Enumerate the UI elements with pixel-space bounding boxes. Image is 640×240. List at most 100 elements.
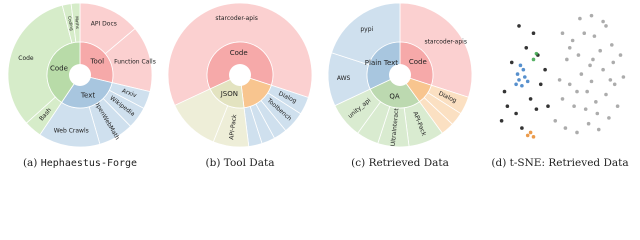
point — [583, 107, 588, 111]
point — [607, 116, 611, 120]
point — [523, 75, 527, 79]
caption-label: (a) — [23, 157, 37, 169]
caption-text: Retrieved Data — [369, 157, 449, 169]
point — [557, 78, 562, 82]
outer-label: API-Pack — [228, 113, 238, 140]
center-hole — [69, 64, 91, 86]
point — [505, 104, 510, 108]
point — [520, 126, 524, 130]
outer-label: Maths — [74, 16, 80, 29]
inner-label: Code — [230, 49, 248, 57]
caption-label: (d) — [491, 157, 506, 169]
inner-segment — [61, 74, 113, 109]
point — [560, 31, 565, 35]
point — [589, 79, 594, 84]
point — [553, 119, 558, 123]
point — [608, 78, 613, 82]
point — [582, 31, 587, 35]
point — [576, 53, 581, 57]
point — [524, 46, 529, 50]
point — [531, 31, 536, 35]
point — [601, 19, 605, 24]
point — [525, 79, 530, 84]
point — [570, 38, 575, 43]
inner-label: Code — [409, 58, 427, 66]
caption-text: t-SNE: Retrieved Data — [510, 157, 629, 169]
point — [560, 97, 565, 101]
point — [517, 78, 521, 82]
point — [514, 82, 518, 87]
point — [618, 53, 623, 57]
point — [594, 100, 598, 104]
caption-text: Tool Data — [224, 157, 275, 169]
outer-label: UltraInteract — [390, 107, 401, 146]
point — [604, 92, 608, 97]
point — [596, 127, 601, 132]
point — [546, 104, 550, 108]
point — [611, 60, 616, 65]
point — [534, 51, 539, 56]
point — [604, 24, 608, 28]
point — [525, 133, 530, 138]
outer-label: Coding — [67, 16, 75, 32]
point — [621, 75, 626, 79]
point — [572, 104, 576, 108]
outer-label: Web Crawls — [54, 127, 89, 134]
point — [579, 72, 584, 76]
point — [575, 130, 579, 135]
point — [610, 43, 614, 47]
inner-label: Code — [50, 65, 68, 73]
point — [528, 130, 533, 135]
point — [567, 82, 572, 87]
point — [612, 82, 617, 87]
caption: (a) Hephaestus-Forge — [23, 157, 137, 169]
point — [586, 121, 591, 126]
point — [567, 46, 572, 50]
caption-text: Hephaestus-Forge — [41, 158, 137, 169]
caption: (c) Retrieved Data — [351, 157, 449, 169]
outer-label: starcoder-apis — [215, 15, 258, 22]
inner-label: Plain Text — [365, 59, 398, 67]
point — [502, 89, 507, 94]
point — [563, 126, 568, 130]
point — [598, 48, 602, 53]
center-hole — [389, 64, 411, 86]
point — [528, 97, 533, 101]
outer-label: API Docs — [91, 20, 117, 27]
point — [534, 107, 539, 111]
point — [514, 111, 518, 116]
point — [518, 63, 523, 68]
inner-segment — [46, 41, 81, 103]
point — [515, 72, 520, 76]
point — [578, 16, 582, 21]
point — [601, 67, 605, 72]
outer-label: Code — [18, 55, 34, 62]
point — [499, 119, 504, 123]
outer-label: pypi — [360, 26, 373, 33]
point — [615, 104, 620, 108]
caption-label: (b) — [206, 157, 221, 169]
point — [565, 57, 569, 62]
point — [538, 82, 543, 87]
point — [521, 67, 526, 72]
point — [585, 89, 589, 94]
point — [531, 135, 536, 139]
point — [543, 67, 547, 72]
outer-label: Function Calls — [114, 58, 156, 65]
center-hole — [229, 64, 251, 86]
inner-label: JSON — [220, 90, 238, 98]
point — [517, 24, 521, 28]
point — [588, 63, 592, 68]
point — [592, 34, 597, 38]
inner-segment — [369, 74, 420, 109]
inner-label: QA — [389, 92, 400, 100]
inner-label: Tool — [89, 57, 104, 65]
point — [589, 13, 594, 18]
point — [520, 83, 524, 88]
point — [591, 57, 595, 62]
point — [595, 111, 600, 116]
outer-label: starcoder-apis — [424, 38, 467, 45]
caption-label: (c) — [351, 157, 365, 169]
point — [509, 60, 514, 65]
